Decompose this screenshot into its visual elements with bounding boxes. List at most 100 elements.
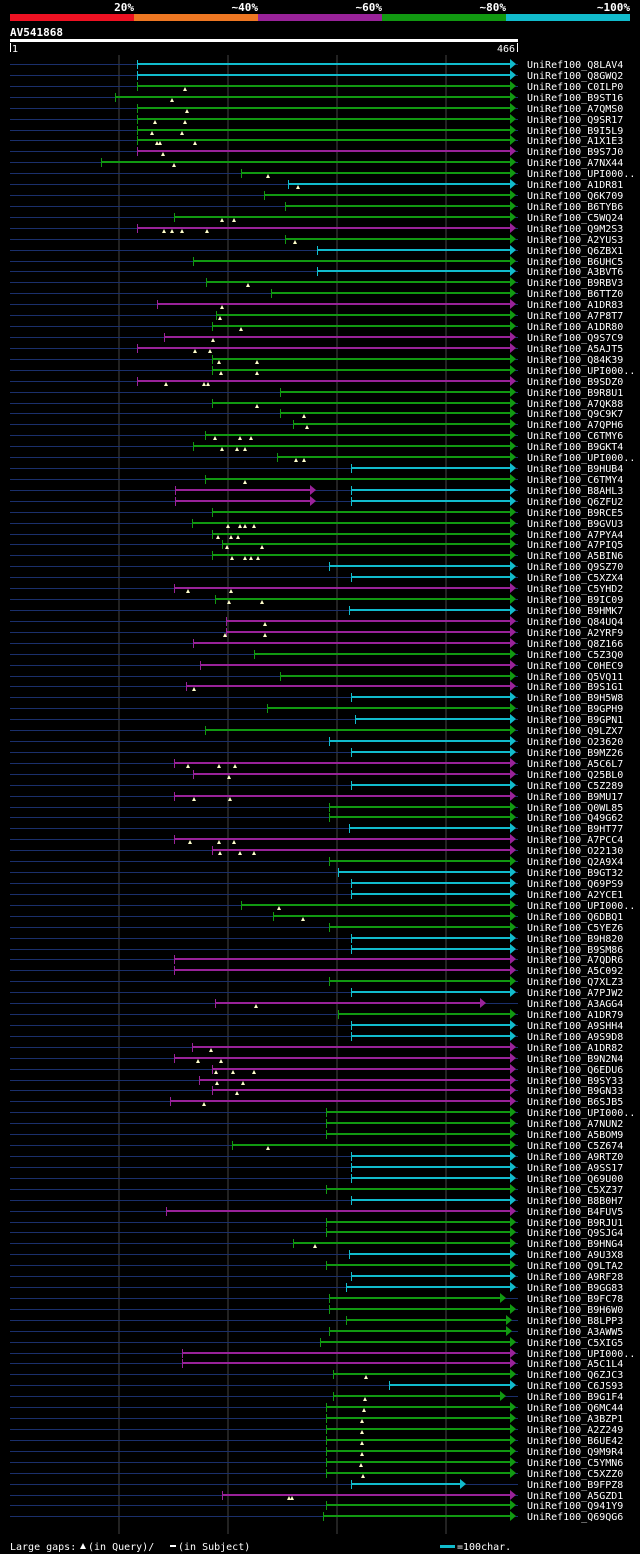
hit-row[interactable]: UniRef100_B9GT32	[10, 867, 623, 879]
hit-row[interactable]: UniRef100_C6TMY6	[10, 430, 623, 442]
hit-row[interactable]: UniRef100_Q25BL0	[10, 769, 623, 781]
hit-row[interactable]: UniRef100_B9S7J0	[10, 146, 623, 158]
hit-label[interactable]: UniRef100_A9RF28	[527, 1272, 623, 1283]
query-name[interactable]: AV541868	[10, 26, 63, 39]
hit-label[interactable]: UniRef100_A1DR80	[527, 322, 623, 333]
hit-label[interactable]: UniRef100_Q6K709	[527, 191, 623, 202]
hit-label[interactable]: UniRef100_A5C6L7	[527, 759, 623, 770]
hit-row[interactable]: UniRef100_A5AJT5	[10, 343, 623, 355]
hit-label[interactable]: UniRef100_C0ILP0	[527, 82, 623, 93]
hit-row[interactable]: UniRef100_A7QMS0	[10, 103, 623, 115]
hit-label[interactable]: UniRef100_Q9M2S3	[527, 224, 623, 235]
hit-row[interactable]: UniRef100_Q9LTA2	[10, 1260, 623, 1272]
hit-label[interactable]: UniRef100_Q8LAV4	[527, 60, 623, 71]
hit-row[interactable]: UniRef100_A7P8T7	[10, 310, 623, 322]
hit-row[interactable]: UniRef100_A5GZD1	[10, 1490, 623, 1502]
hit-row[interactable]: UniRef100_O22130	[10, 845, 623, 857]
hit-row[interactable]: UniRef100_UPI000..	[10, 1348, 635, 1360]
hit-label[interactable]: UniRef100_Q25BL0	[527, 770, 623, 781]
hit-label[interactable]: UniRef100_Q9SJG4	[527, 1228, 623, 1239]
hit-row[interactable]: UniRef100_B6TTZ0	[10, 288, 623, 300]
hit-label[interactable]: UniRef100_O22130	[527, 846, 623, 857]
hit-row[interactable]: UniRef100_A2YUS3	[10, 234, 623, 246]
hit-row[interactable]: UniRef100_C5WQ24	[10, 212, 623, 224]
hit-row[interactable]: UniRef100_A1DR80	[10, 321, 623, 333]
hit-label[interactable]: UniRef100_A7PYA4	[527, 530, 623, 541]
hit-row[interactable]: UniRef100_B8LPP3	[10, 1315, 623, 1327]
hit-row[interactable]: UniRef100_C5Z3Q0	[10, 649, 623, 661]
hit-label[interactable]: UniRef100_Q941Y9	[527, 1501, 623, 1512]
hit-row[interactable]: UniRef100_Q6ZBX1	[10, 245, 623, 257]
hit-row[interactable]: UniRef100_A1DR81	[10, 179, 623, 191]
hit-row[interactable]: UniRef100_B9SM86	[10, 944, 623, 956]
hit-label[interactable]: UniRef100_A7PIQ5	[527, 540, 623, 551]
hit-row[interactable]: UniRef100_B9I5L9	[10, 125, 623, 137]
hit-label[interactable]: UniRef100_Q9C9K7	[527, 409, 623, 420]
hit-label[interactable]: UniRef100_A2YRF9	[527, 628, 623, 639]
hit-row[interactable]: UniRef100_Q69PS9	[10, 878, 623, 890]
hit-label[interactable]: UniRef100_Q84UQ4	[527, 617, 623, 628]
hit-row[interactable]: UniRef100_Q9SJG4	[10, 1227, 623, 1239]
hit-row[interactable]: UniRef100_B9GVU3	[10, 518, 623, 530]
hit-label[interactable]: UniRef100_Q69PS9	[527, 879, 623, 890]
hit-label[interactable]: UniRef100_B9RCE5	[527, 508, 623, 519]
hit-label[interactable]: UniRef100_B9ST16	[527, 93, 623, 104]
hit-label[interactable]: UniRef100_Q9SR17	[527, 115, 623, 126]
hit-row[interactable]: UniRef100_B6UE42	[10, 1435, 623, 1447]
hit-label[interactable]: UniRef100_B9GN33	[527, 1086, 623, 1097]
hit-label[interactable]: UniRef100_A7P8T7	[527, 311, 623, 322]
hit-label[interactable]: UniRef100_C5YHD2	[527, 584, 623, 595]
hit-label[interactable]: UniRef100_B6TTZ0	[527, 289, 623, 300]
hit-row[interactable]: UniRef100_Q84UQ4	[10, 616, 623, 628]
hit-row[interactable]: UniRef100_B9N2N4	[10, 1053, 623, 1065]
hit-label[interactable]: UniRef100_A5BIN6	[527, 551, 623, 562]
hit-label[interactable]: UniRef100_A9S9D8	[527, 1032, 623, 1043]
hit-label[interactable]: UniRef100_A7QK88	[527, 399, 623, 410]
hit-label[interactable]: UniRef100_B9GVU3	[527, 519, 623, 530]
hit-row[interactable]: UniRef100_B6TYB6	[10, 201, 623, 213]
hit-row[interactable]: UniRef100_A7PIQ5	[10, 539, 623, 551]
hit-row[interactable]: UniRef100_A7NX44	[10, 157, 623, 169]
hit-row[interactable]: UniRef100_UPI000..	[10, 365, 635, 377]
hit-label[interactable]: UniRef100_B6SJB5	[527, 1097, 623, 1108]
hit-row[interactable]: UniRef100_B9G1F4	[10, 1391, 623, 1403]
hit-label[interactable]: UniRef100_B9I5L9	[527, 126, 623, 137]
hit-label[interactable]: UniRef100_Q8Z166	[527, 639, 623, 650]
hit-row[interactable]: UniRef100_A1X1E3	[10, 135, 623, 147]
hit-label[interactable]: UniRef100_UPI000..	[527, 901, 635, 912]
hit-label[interactable]: UniRef100_UPI000..	[527, 169, 635, 180]
hit-label[interactable]: UniRef100_B9H820	[527, 934, 623, 945]
hit-row[interactable]: UniRef100_UPI000..	[10, 168, 635, 180]
hit-row[interactable]: UniRef100_UPI000..	[10, 452, 635, 464]
hit-row[interactable]: UniRef100_UPI000..	[10, 900, 635, 912]
hit-row[interactable]: UniRef100_A9SHH4	[10, 1020, 623, 1032]
hit-label[interactable]: UniRef100_Q9SZ70	[527, 562, 623, 573]
hit-label[interactable]: UniRef100_B9N2N4	[527, 1054, 623, 1065]
hit-row[interactable]: UniRef100_A1DR83	[10, 299, 623, 311]
hit-label[interactable]: UniRef100_C5Z289	[527, 781, 623, 792]
hit-label[interactable]: UniRef100_Q6MC44	[527, 1403, 623, 1414]
hit-row[interactable]: UniRef100_A9U3X8	[10, 1249, 623, 1261]
hit-row[interactable]: UniRef100_B9FPZ8	[10, 1479, 623, 1491]
hit-label[interactable]: UniRef100_A7QDR6	[527, 955, 623, 966]
hit-label[interactable]: UniRef100_B9S7J0	[527, 147, 623, 158]
hit-row[interactable]: UniRef100_A7PYA4	[10, 529, 623, 541]
hit-row[interactable]: UniRef100_B6SJB5	[10, 1096, 623, 1108]
hit-label[interactable]: UniRef100_A1DR81	[527, 180, 623, 191]
hit-row[interactable]: UniRef100_A5C092	[10, 965, 623, 977]
hit-label[interactable]: UniRef100_A9SS17	[527, 1163, 623, 1174]
hit-label[interactable]: UniRef100_B8AHL3	[527, 486, 623, 497]
hit-label[interactable]: UniRef100_C5XZZ0	[527, 1469, 623, 1480]
hit-label[interactable]: UniRef100_Q2A9X4	[527, 857, 623, 868]
hit-row[interactable]: UniRef100_C5YMN6	[10, 1457, 623, 1469]
hit-label[interactable]: UniRef100_O23620	[527, 737, 623, 748]
hit-label[interactable]: UniRef100_A5AJT5	[527, 344, 623, 355]
hit-label[interactable]: UniRef100_B6TYB6	[527, 202, 623, 213]
hit-label[interactable]: UniRef100_B9HT77	[527, 824, 623, 835]
hit-row[interactable]: UniRef100_Q9SR17	[10, 114, 623, 126]
hit-row[interactable]: UniRef100_B9HT77	[10, 823, 623, 835]
hit-label[interactable]: UniRef100_Q5VQ11	[527, 672, 623, 683]
hit-label[interactable]: UniRef100_Q9LTA2	[527, 1261, 623, 1272]
hit-row[interactable]: UniRef100_Q6MC44	[10, 1402, 623, 1414]
hit-label[interactable]: UniRef100_B9GKT4	[527, 442, 623, 453]
